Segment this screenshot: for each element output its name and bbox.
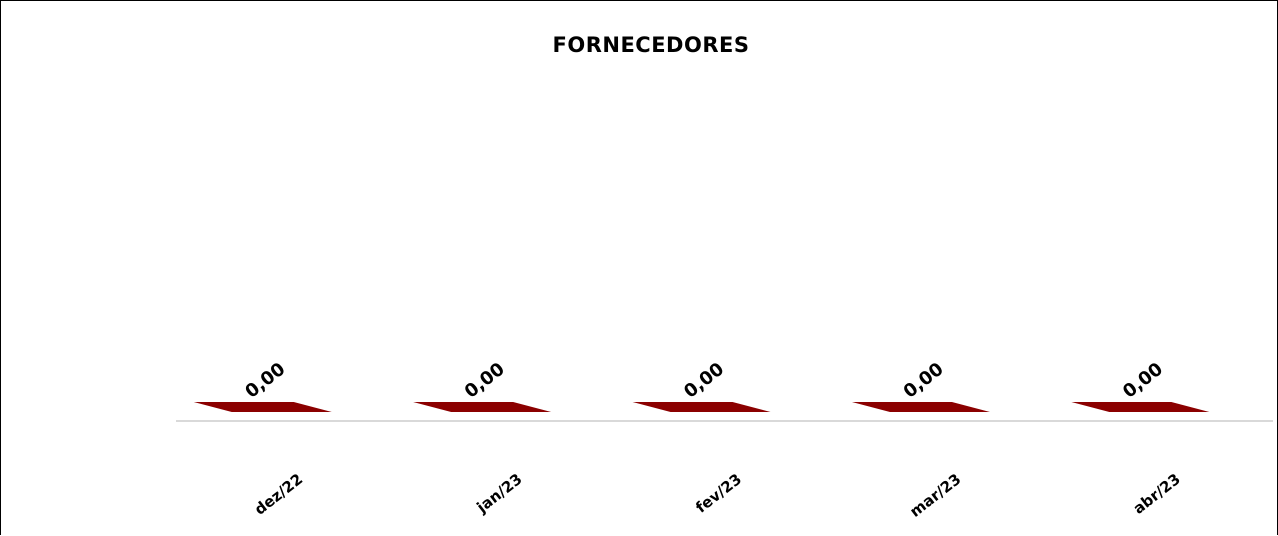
bar-abr-23	[1071, 402, 1210, 412]
x-tick-label: fev/23	[692, 470, 745, 517]
chart-title: FORNECEDORES	[552, 33, 750, 57]
data-labels-layer: 0,00 0,00 0,00 0,00 0,00	[241, 359, 1167, 403]
data-label: 0,00	[900, 359, 948, 403]
bar-mar-23	[851, 402, 990, 412]
data-label: 0,00	[1119, 359, 1167, 403]
bars-layer	[193, 402, 1210, 412]
x-tick-label: jan/23	[473, 470, 526, 517]
bar-fev-23	[632, 402, 771, 412]
bar-dez-22	[193, 402, 332, 412]
x-tick-label: abr/23	[1130, 470, 1184, 518]
tick-labels-layer: dez/22 jan/23 fev/23 mar/23 abr/23	[251, 470, 1184, 521]
bar-jan-23	[413, 402, 552, 412]
data-label: 0,00	[241, 359, 289, 403]
x-tick-label: mar/23	[906, 470, 964, 521]
data-label: 0,00	[461, 359, 509, 403]
data-label: 0,00	[680, 359, 728, 403]
x-tick-label: dez/22	[251, 470, 306, 519]
